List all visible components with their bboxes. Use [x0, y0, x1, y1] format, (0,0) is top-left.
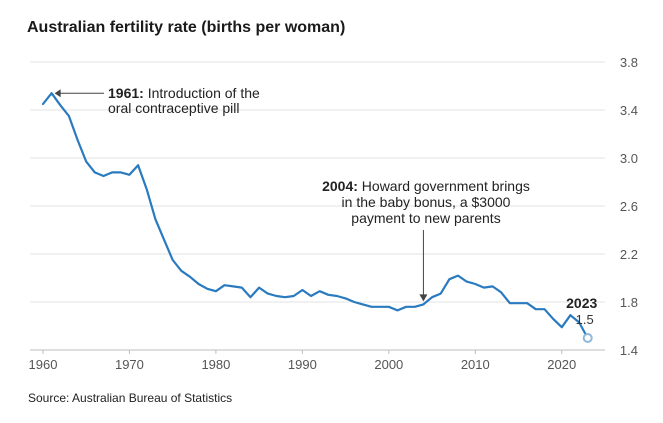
x-tick-label: 2000	[374, 357, 403, 372]
annotation-1961-line1: 1961: Introduction of the	[108, 85, 260, 101]
annotation-2004-line1: 2004: Howard government brings	[322, 178, 530, 194]
x-axis-ticks: 1960 1970 1980 1990 2000 2010 2020	[29, 350, 576, 372]
annotation-1961-line2: oral contraceptive pill	[108, 100, 240, 116]
chart-title: Australian fertility rate (births per wo…	[27, 19, 346, 36]
y-tick-label: 3.4	[620, 103, 638, 118]
x-tick-label: 1960	[29, 357, 58, 372]
y-tick-label: 3.0	[620, 151, 638, 166]
x-tick-label: 2010	[461, 357, 490, 372]
annotation-2004-line3: payment to new parents	[351, 210, 500, 226]
y-tick-label: 2.2	[620, 247, 638, 262]
y-tick-label: 2.6	[620, 199, 638, 214]
y-tick-label: 3.8	[620, 55, 638, 70]
annotation-1961-arrowhead	[54, 89, 61, 98]
fertility-rate-line	[41, 92, 589, 340]
x-tick-label: 2020	[547, 357, 576, 372]
series-group	[41, 92, 593, 343]
x-tick-label: 1990	[288, 357, 317, 372]
source-note: Source: Australian Bureau of Statistics	[28, 391, 233, 405]
annotation-2004-line2: in the baby bonus, a $3000	[342, 194, 511, 210]
y-axis-ticks: 1.4 1.8 2.2 2.6 3.0 3.4 3.8	[620, 55, 638, 358]
end-label-value: 1.5	[576, 312, 594, 327]
end-point-marker	[582, 333, 593, 343]
x-tick-label: 1980	[201, 357, 230, 372]
y-tick-label: 1.4	[620, 343, 638, 358]
x-tick-label: 1970	[115, 357, 144, 372]
annotation-2004-arrowhead	[419, 294, 428, 302]
gridlines	[30, 61, 605, 351]
end-label-year: 2023	[566, 295, 597, 311]
y-tick-label: 1.8	[620, 295, 638, 310]
